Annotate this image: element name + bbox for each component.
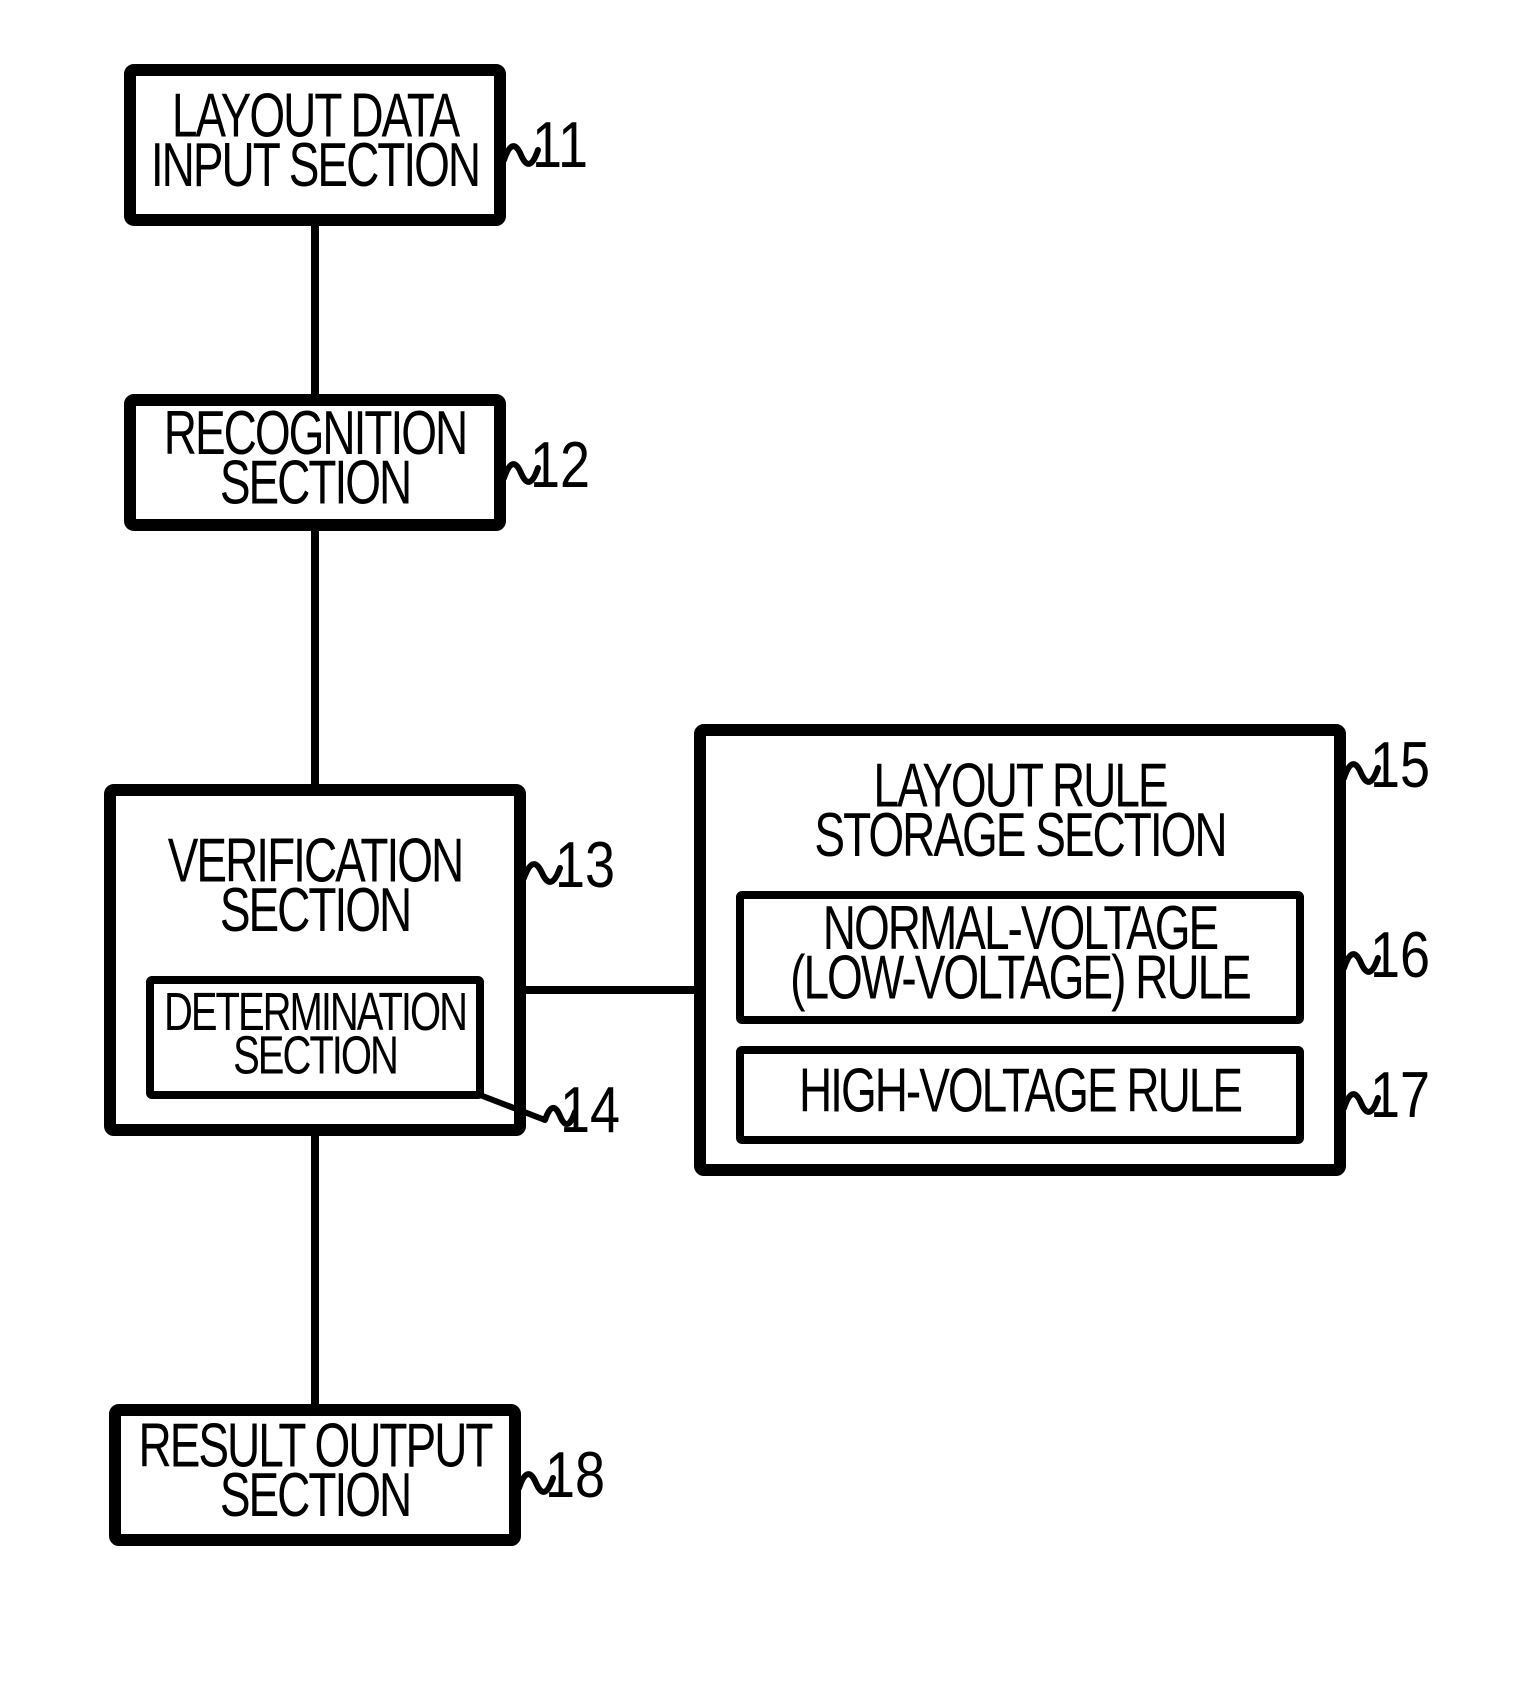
ref-number-n18: 18 bbox=[545, 1438, 605, 1511]
block-label-n16-line1: (LOW-VOLTAGE) RULE bbox=[790, 943, 1250, 1012]
ref-number-n17: 17 bbox=[1370, 1058, 1430, 1131]
block-label-n11-line1: INPUT SECTION bbox=[151, 131, 479, 200]
ref-number-n11: 11 bbox=[532, 108, 588, 181]
block-label-n12-line1: SECTION bbox=[220, 448, 410, 517]
ref-number-n13: 13 bbox=[555, 828, 615, 901]
ref-number-n12: 12 bbox=[530, 428, 590, 501]
block-label-n17-line0: HIGH-VOLTAGE RULE bbox=[799, 1056, 1242, 1125]
block-label-n18-line1: SECTION bbox=[220, 1461, 410, 1530]
block-label-n13-line1: SECTION bbox=[220, 876, 410, 945]
ref-number-n14: 14 bbox=[560, 1073, 620, 1146]
ref-number-n15: 15 bbox=[1370, 728, 1430, 801]
ref-number-n16: 16 bbox=[1370, 918, 1430, 991]
block-label-n14-line1: SECTION bbox=[233, 1026, 397, 1086]
block-label-n15-line1: STORAGE SECTION bbox=[814, 801, 1225, 870]
